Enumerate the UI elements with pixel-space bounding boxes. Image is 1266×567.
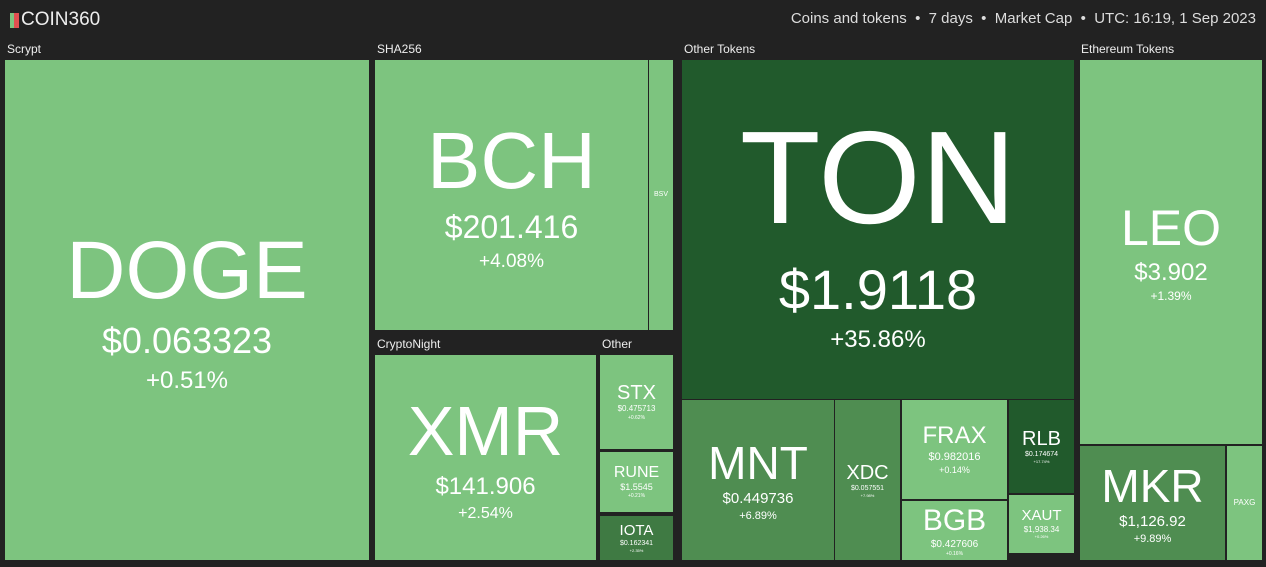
coin-tile[interactable]: RLB $0.174674 +17.74% (1009, 400, 1074, 493)
coin-price: $0.174674 (1024, 451, 1059, 459)
group-label: Scrypt (7, 42, 42, 56)
coin-price: $0.162341 (619, 540, 654, 548)
coin-price: $0.063323 (101, 320, 273, 362)
coin-tile[interactable]: STX $0.475713 +0.62% (600, 355, 673, 449)
coin-symbol: BGB (922, 503, 987, 537)
coin-change: +1.39% (1150, 289, 1192, 304)
coin-tile[interactable]: XAUT $1,938.34 +0.26% (1009, 495, 1074, 553)
coin-symbol: XMR (407, 391, 564, 470)
coin-change: +0.21% (627, 493, 646, 500)
coin-symbol: RLB (1022, 428, 1061, 451)
filters[interactable]: Coins and tokens • 7 days • Market Cap •… (790, 10, 1256, 27)
coin-tile[interactable]: FRAX $0.982016 +0.14% (902, 400, 1007, 499)
coin-symbol: PAXG (1233, 497, 1256, 507)
coin-tile[interactable]: BSV (649, 60, 673, 330)
coin-symbol: RUNE (613, 464, 660, 481)
coin-symbol: XDC (846, 461, 889, 484)
coin-price: $0.057551 (850, 484, 885, 492)
coin-tile[interactable]: MKR $1,126.92 +9.89% (1080, 446, 1225, 560)
coin-tile[interactable]: MNT $0.449736 +6.89% (682, 400, 834, 560)
coin-symbol: TON (739, 104, 1017, 252)
coin-price: $1,938.34 (1023, 524, 1060, 534)
coin-symbol: BSV (653, 191, 668, 199)
coin-change: +9.89% (1133, 533, 1172, 545)
coin-change: +0.51% (145, 366, 229, 394)
coin-tile[interactable]: IOTA $0.162341 +2.35% (600, 516, 673, 560)
coin-symbol: MKR (1101, 459, 1204, 512)
coin-symbol: LEO (1120, 199, 1222, 256)
coin-tile[interactable]: XMR $141.906 +2.54% (375, 355, 596, 560)
coin-change: +35.86% (830, 326, 926, 354)
coin-price: $3.902 (1134, 258, 1208, 286)
coin-price: $0.475713 (617, 404, 656, 414)
coin-price: $201.416 (444, 209, 579, 246)
coin-symbol: IOTA (619, 521, 654, 539)
coin-price: $0.427606 (930, 538, 979, 550)
coin-symbol: XAUT (1021, 507, 1062, 525)
group-label: Ethereum Tokens (1081, 42, 1175, 56)
coin-symbol: MNT (708, 436, 808, 489)
group-label: CryptoNight (377, 337, 441, 351)
coin-change: +0.26% (1034, 534, 1049, 540)
coin-price: $141.906 (435, 472, 536, 500)
coin-symbol: BCH (427, 116, 596, 206)
logo[interactable]: COIN360 (10, 9, 100, 31)
group-label: SHA256 (377, 42, 422, 56)
coin-change: +0.62% (627, 415, 646, 422)
coin-tile[interactable]: TON $1.9118 +35.86% (682, 60, 1074, 399)
coin-symbol: DOGE (66, 224, 308, 316)
coin-change: +0.16% (945, 550, 964, 557)
logo-text: COIN360 (21, 9, 101, 30)
coin-price: $1.5545 (620, 481, 653, 492)
coin-tile[interactable]: BCH $201.416 +4.08% (375, 60, 648, 330)
coin-tile[interactable]: LEO $3.902 +1.39% (1080, 60, 1262, 444)
group-label: Other Tokens (684, 42, 756, 56)
coin-tile[interactable]: RUNE $1.5545 +0.21% (600, 452, 673, 512)
coin-change: +2.54% (458, 504, 513, 522)
coin-price: $0.449736 (722, 489, 794, 507)
header: COIN360 Coins and tokens • 7 days • Mark… (0, 0, 1266, 38)
coin-price: $1,126.92 (1119, 512, 1186, 530)
coin-tile[interactable]: XDC $0.057551 +7.98% (835, 400, 900, 560)
coin-change: +0.14% (939, 465, 970, 476)
coin-tile[interactable]: DOGE $0.063323 +0.51% (5, 60, 369, 560)
coin-tile[interactable]: PAXG (1227, 446, 1262, 560)
coin-symbol: FRAX (922, 421, 987, 449)
coin-symbol: STX (617, 382, 656, 405)
coin-price: $0.982016 (928, 451, 981, 464)
coin-price: $1.9118 (778, 257, 978, 321)
coin-change: +2.35% (629, 547, 644, 553)
group-label: Other (602, 337, 633, 351)
coin-tile[interactable]: BGB $0.427606 +0.16% (902, 501, 1007, 560)
coin-change: +17.74% (1033, 459, 1050, 465)
coin-change: +7.98% (860, 492, 875, 498)
coin-change: +6.89% (739, 510, 777, 522)
coin-change: +4.08% (479, 250, 544, 272)
